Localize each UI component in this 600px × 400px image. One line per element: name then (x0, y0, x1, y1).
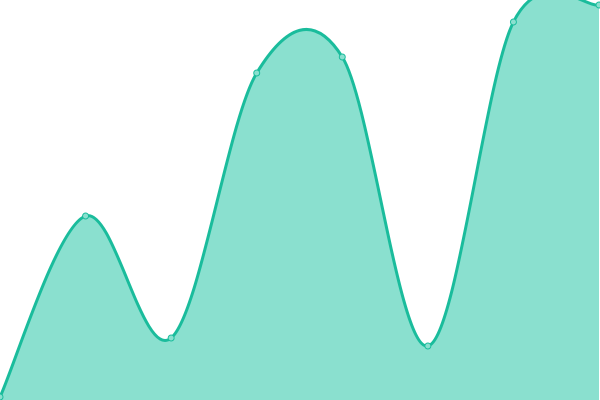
data-point-5 (424, 342, 432, 350)
data-point-7 (595, 1, 600, 9)
data-point-3 (253, 69, 261, 77)
data-point-0 (0, 393, 4, 400)
data-point-1 (82, 212, 90, 220)
data-point-6 (509, 18, 517, 26)
data-point-4 (338, 53, 346, 61)
data-point-2 (167, 334, 175, 342)
